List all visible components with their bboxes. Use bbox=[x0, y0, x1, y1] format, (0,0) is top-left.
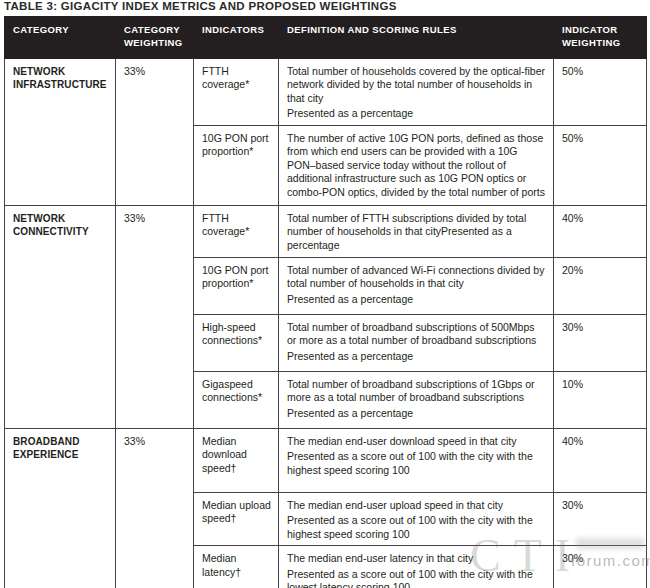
category-weighting-cell: 33% bbox=[116, 205, 194, 428]
definition-text: The median end-user upload speed in that… bbox=[287, 499, 546, 512]
indicator-cell: FTTH coverage* bbox=[194, 205, 279, 257]
indicator-weighting-cell: 50% bbox=[554, 59, 647, 126]
definition-text: Total number of households covered by th… bbox=[287, 65, 546, 105]
indicator-weighting-cell: 30% bbox=[554, 492, 647, 545]
indicator-cell: FTTH coverage* bbox=[194, 59, 279, 126]
indicator-weighting-cell: 40% bbox=[554, 205, 647, 257]
presented-text: Presented as a score out of 100 with the… bbox=[287, 450, 546, 477]
definition-cell: The median end-user latency in that city… bbox=[279, 546, 554, 588]
definition-cell: Total number of broadband subscriptions … bbox=[279, 371, 554, 428]
category-weighting-cell: 33% bbox=[116, 428, 194, 588]
table-row: NETWORK INFRASTRUCTURE 33% FTTH coverage… bbox=[5, 59, 647, 126]
page: TABLE 3: GIGACITY INDEX METRICS AND PROP… bbox=[0, 0, 650, 588]
definition-text: Total number of FTTH subscriptions divid… bbox=[287, 212, 546, 252]
col-header-definition: DEFINITION AND SCORING RULES bbox=[279, 17, 554, 59]
indicator-cell: Median upload speed† bbox=[194, 492, 279, 545]
indicator-weighting-cell: 10% bbox=[554, 371, 647, 428]
category-cell-network-connectivity: NETWORK CONNECTIVITY bbox=[5, 205, 116, 428]
indicator-cell: Median download speed† bbox=[194, 428, 279, 492]
presented-text: Presented as a percentage bbox=[287, 293, 546, 306]
indicator-cell: Median latency† bbox=[194, 546, 279, 588]
definition-cell: The median end-user upload speed in that… bbox=[279, 492, 554, 545]
category-cell-network-infrastructure: NETWORK INFRASTRUCTURE bbox=[5, 59, 116, 206]
table-row: BROADBAND EXPERIENCE 33% Median download… bbox=[5, 428, 647, 492]
indicator-cell: High-speed connections* bbox=[194, 314, 279, 371]
category-weighting-cell: 33% bbox=[116, 59, 194, 206]
definition-text: Total number of advanced Wi-Fi connectio… bbox=[287, 264, 546, 291]
definition-text: The number of active 10G PON ports, defi… bbox=[287, 132, 546, 199]
col-header-category-weighting: CATEGORY WEIGHTING bbox=[116, 17, 194, 59]
indicator-weighting-cell: 40% bbox=[554, 428, 647, 492]
indicator-cell: 10G PON port proportion* bbox=[194, 257, 279, 314]
gigacity-index-table: CATEGORY CATEGORY WEIGHTING INDICATORS D… bbox=[4, 16, 647, 588]
header-row: CATEGORY CATEGORY WEIGHTING INDICATORS D… bbox=[5, 17, 647, 59]
definition-cell: Total number of FTTH subscriptions divid… bbox=[279, 205, 554, 257]
definition-cell: Total number of advanced Wi-Fi connectio… bbox=[279, 257, 554, 314]
presented-text: Presented as a percentage bbox=[287, 107, 546, 120]
col-header-indicators: INDICATORS bbox=[194, 17, 279, 59]
category-cell-broadband-experience: BROADBAND EXPERIENCE bbox=[5, 428, 116, 588]
definition-cell: The number of active 10G PON ports, defi… bbox=[279, 125, 554, 205]
indicator-weighting-cell: 30% bbox=[554, 546, 647, 588]
definition-text: The median end-user latency in that city bbox=[287, 552, 546, 565]
definition-cell: Total number of broadband subscriptions … bbox=[279, 314, 554, 371]
presented-text: Presented as a score out of 100 with the… bbox=[287, 568, 546, 588]
col-header-indicator-weighting: INDICATOR WEIGHTING bbox=[554, 17, 647, 59]
indicator-cell: 10G PON port proportion* bbox=[194, 125, 279, 205]
indicator-weighting-cell: 30% bbox=[554, 314, 647, 371]
definition-text: Total number of broadband subscriptions … bbox=[287, 321, 546, 348]
definition-cell: The median end-user download speed in th… bbox=[279, 428, 554, 492]
table-title: TABLE 3: GIGACITY INDEX METRICS AND PROP… bbox=[4, 0, 397, 12]
presented-text: Presented as a score out of 100 with the… bbox=[287, 514, 546, 541]
table-row: NETWORK CONNECTIVITY 33% FTTH coverage* … bbox=[5, 205, 647, 257]
presented-text: Presented as a percentage bbox=[287, 407, 546, 420]
presented-text: Presented as a percentage bbox=[287, 350, 546, 363]
definition-text: Total number of broadband subscriptions … bbox=[287, 378, 546, 405]
indicator-cell: Gigaspeed connections* bbox=[194, 371, 279, 428]
definition-cell: Total number of households covered by th… bbox=[279, 59, 554, 126]
col-header-category: CATEGORY bbox=[5, 17, 116, 59]
indicator-weighting-cell: 20% bbox=[554, 257, 647, 314]
indicator-weighting-cell: 50% bbox=[554, 125, 647, 205]
definition-text: The median end-user download speed in th… bbox=[287, 435, 546, 448]
